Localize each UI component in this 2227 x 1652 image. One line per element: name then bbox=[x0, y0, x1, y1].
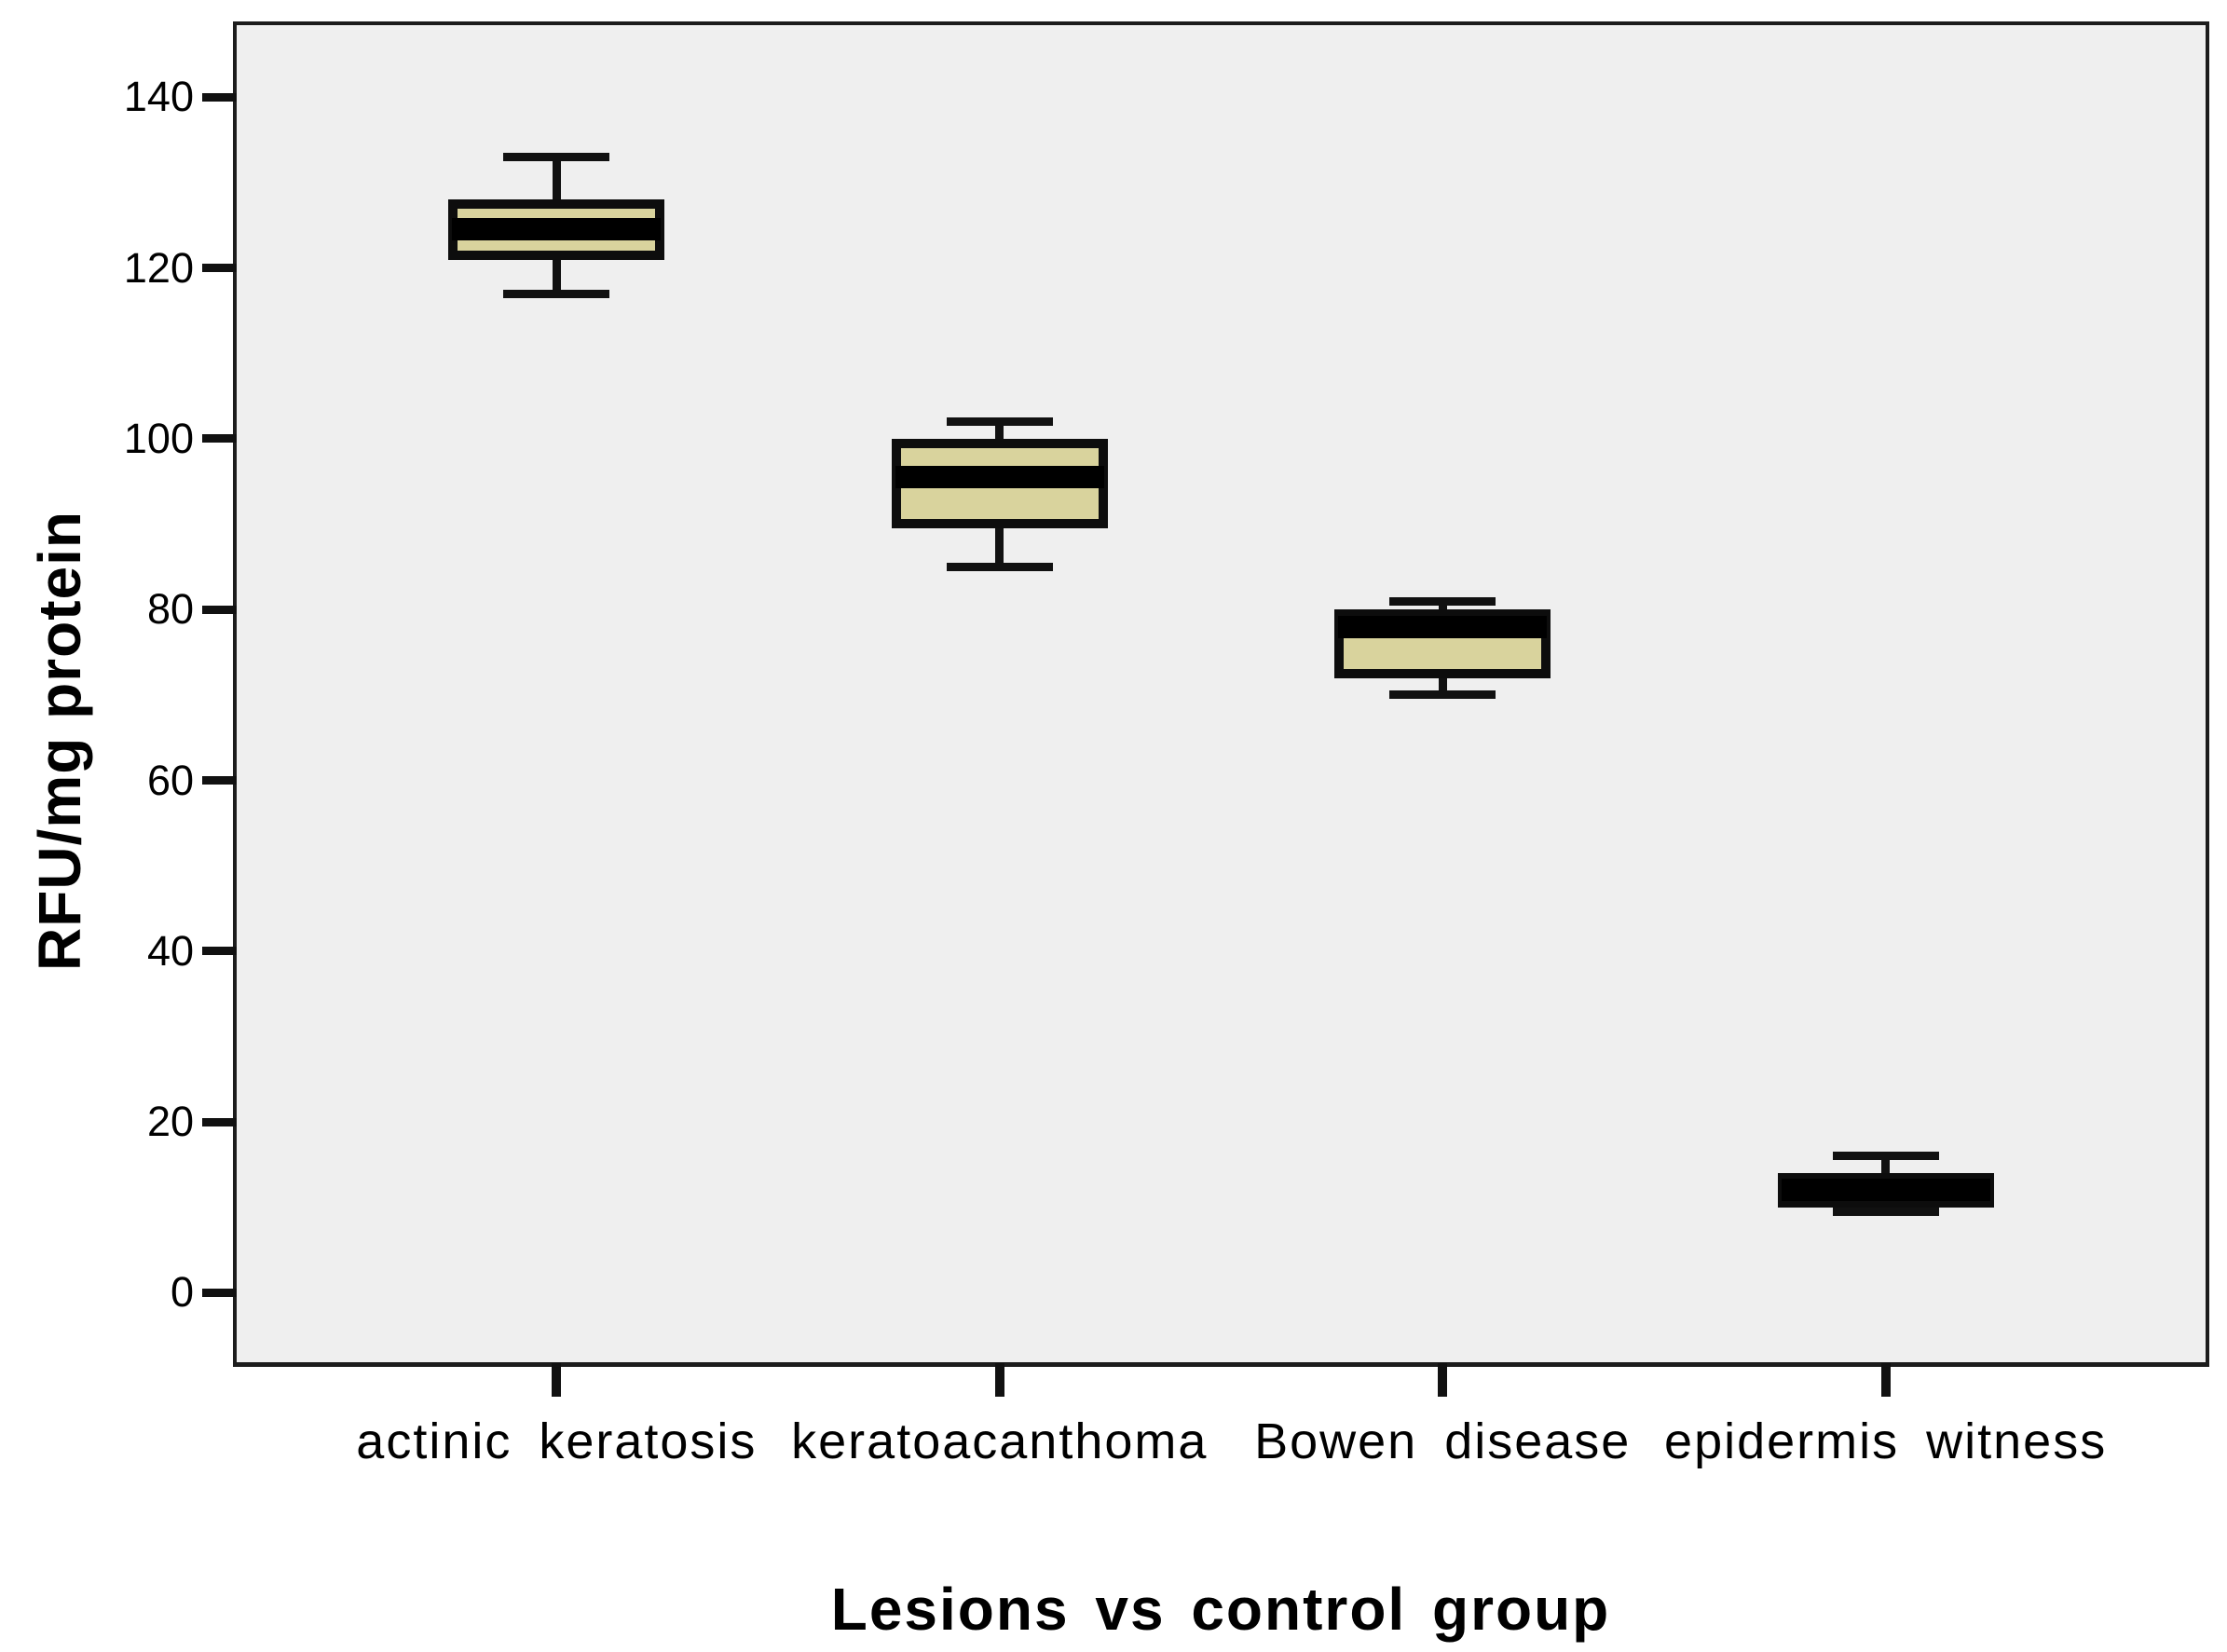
whisker-cap bbox=[1832, 1207, 1939, 1216]
x-tick-mark bbox=[552, 1363, 562, 1397]
y-tick-mark bbox=[202, 1288, 237, 1297]
median-line bbox=[1338, 615, 1548, 638]
median-line bbox=[1781, 1179, 1990, 1202]
y-tick-label: 0 bbox=[170, 1268, 194, 1317]
whisker-cap bbox=[503, 153, 610, 162]
x-tick-mark bbox=[994, 1363, 1004, 1397]
category-label: Bowen disease bbox=[1254, 1413, 1632, 1469]
category-label: keratoacanthoma bbox=[791, 1413, 1209, 1469]
y-tick-label: 100 bbox=[123, 414, 194, 462]
y-tick-label: 40 bbox=[146, 926, 194, 975]
median-line bbox=[895, 466, 1104, 489]
whisker-line bbox=[1881, 1155, 1891, 1174]
y-tick-mark bbox=[202, 264, 237, 273]
y-tick-mark bbox=[202, 1117, 237, 1126]
whisker-cap bbox=[946, 417, 1053, 427]
y-tick-label: 60 bbox=[146, 756, 194, 804]
median-line bbox=[452, 218, 662, 241]
whisker-cap bbox=[1832, 1152, 1939, 1161]
y-axis-title: RFU/mg protein bbox=[26, 511, 93, 971]
y-tick-mark bbox=[202, 776, 237, 785]
x-axis-title: Lesions vs control group bbox=[830, 1576, 1611, 1643]
whisker-line bbox=[552, 259, 561, 294]
y-tick-label: 20 bbox=[146, 1098, 194, 1146]
y-tick-mark bbox=[202, 434, 237, 444]
whisker-cap bbox=[1389, 596, 1496, 606]
x-tick-mark bbox=[1438, 1363, 1448, 1397]
y-tick-label: 120 bbox=[123, 243, 194, 292]
category-label: epidermis witness bbox=[1664, 1413, 2108, 1469]
whisker-cap bbox=[503, 289, 610, 298]
y-tick-label: 140 bbox=[123, 73, 194, 121]
x-tick-mark bbox=[1880, 1363, 1891, 1397]
whisker-line bbox=[1438, 601, 1447, 610]
whisker-line bbox=[995, 421, 1004, 439]
whisker-line bbox=[552, 157, 561, 200]
y-tick-mark bbox=[202, 947, 237, 956]
y-tick-mark bbox=[202, 92, 237, 102]
whisker-line bbox=[995, 528, 1004, 567]
category-label: actinic keratosis bbox=[356, 1413, 758, 1469]
y-tick-label: 80 bbox=[146, 585, 194, 634]
whisker-cap bbox=[946, 562, 1053, 571]
whisker-line bbox=[1438, 677, 1447, 695]
whisker-cap bbox=[1389, 690, 1496, 700]
y-tick-mark bbox=[202, 605, 237, 614]
